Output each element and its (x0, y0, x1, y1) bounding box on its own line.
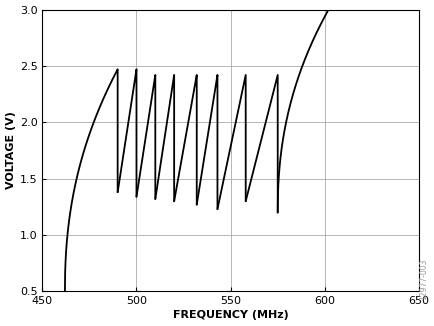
Y-axis label: VOLTAGE (V): VOLTAGE (V) (6, 111, 16, 189)
Text: 12977-003: 12977-003 (418, 259, 427, 300)
X-axis label: FREQUENCY (MHz): FREQUENCY (MHz) (172, 310, 288, 320)
